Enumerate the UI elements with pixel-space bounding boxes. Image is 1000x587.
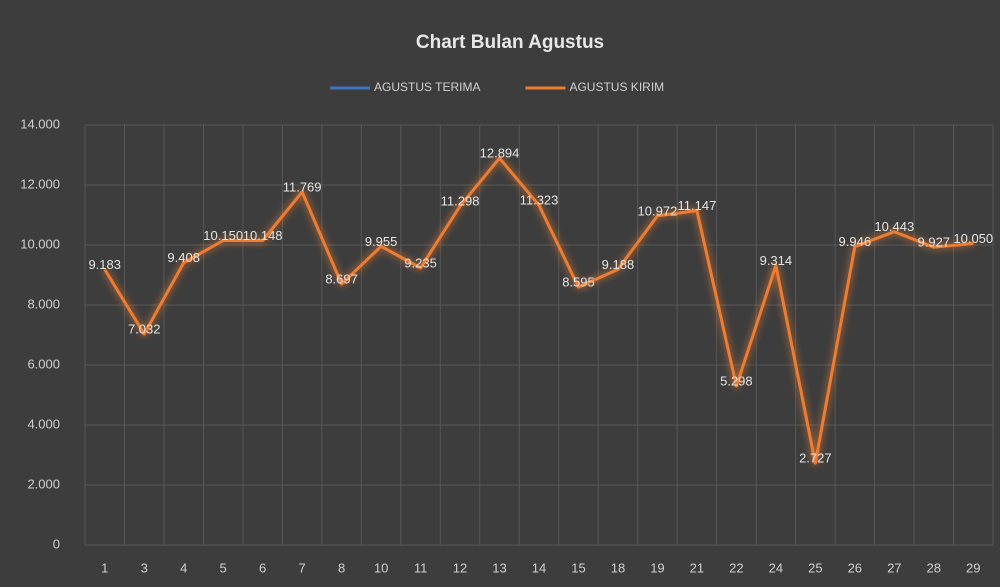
data-label: 12.894 bbox=[480, 146, 520, 161]
y-tick-label: 12.000 bbox=[20, 176, 60, 191]
data-label: 9.955 bbox=[365, 234, 398, 249]
data-label: 9.314 bbox=[760, 253, 793, 268]
y-tick-label: 0 bbox=[53, 536, 60, 551]
data-label: 10.972 bbox=[638, 203, 678, 218]
x-tick-label: 15 bbox=[571, 560, 585, 575]
y-tick-label: 10.000 bbox=[20, 236, 60, 251]
x-tick-label: 24 bbox=[769, 560, 783, 575]
x-tick-label: 27 bbox=[887, 560, 901, 575]
legend-label: AGUSTUS TERIMA bbox=[374, 80, 480, 94]
x-tick-label: 8 bbox=[338, 560, 345, 575]
data-label: 9.408 bbox=[167, 250, 200, 265]
x-tick-label: 14 bbox=[532, 560, 546, 575]
data-label: 11.323 bbox=[520, 193, 559, 208]
data-label: 9.235 bbox=[404, 255, 437, 270]
y-tick-label: 4.000 bbox=[27, 416, 60, 431]
data-label: 11.147 bbox=[678, 198, 717, 213]
data-label: 8.595 bbox=[562, 275, 595, 290]
y-tick-label: 6.000 bbox=[27, 356, 60, 371]
data-label: 9.927 bbox=[918, 235, 951, 250]
x-tick-label: 10 bbox=[374, 560, 388, 575]
y-tick-label: 14.000 bbox=[20, 116, 60, 131]
data-label: 10.050 bbox=[953, 231, 993, 246]
data-label: 10.443 bbox=[874, 219, 914, 234]
x-tick-label: 7 bbox=[299, 560, 306, 575]
x-tick-label: 29 bbox=[966, 560, 980, 575]
series-line bbox=[103, 156, 974, 465]
x-tick-label: 26 bbox=[848, 560, 862, 575]
x-tick-label: 21 bbox=[690, 560, 704, 575]
data-label: 5.298 bbox=[720, 373, 753, 388]
x-tick-label: 3 bbox=[141, 560, 148, 575]
data-label: 11.298 bbox=[441, 193, 480, 208]
x-tick-label: 5 bbox=[220, 560, 227, 575]
x-tick-label: 19 bbox=[650, 560, 664, 575]
data-label: 8.697 bbox=[325, 272, 358, 287]
data-label: 2.727 bbox=[799, 451, 832, 466]
data-label: 9.188 bbox=[602, 257, 635, 272]
data-label: 10.150 bbox=[203, 228, 243, 243]
x-tick-label: 11 bbox=[414, 560, 428, 575]
x-tick-label: 12 bbox=[453, 560, 467, 575]
x-tick-label: 6 bbox=[259, 560, 266, 575]
data-label: 7.032 bbox=[128, 321, 161, 336]
x-tick-label: 18 bbox=[611, 560, 625, 575]
data-label: 9.183 bbox=[88, 257, 121, 272]
x-tick-label: 25 bbox=[808, 560, 822, 575]
data-label: 11.769 bbox=[283, 179, 322, 194]
chart-title: Chart Bulan Agustus bbox=[416, 32, 604, 53]
x-tick-label: 4 bbox=[180, 560, 187, 575]
x-tick-label: 13 bbox=[492, 560, 506, 575]
x-tick-label: 22 bbox=[729, 560, 743, 575]
legend-label: AGUSTUS KIRIM bbox=[569, 80, 664, 94]
y-tick-label: 8.000 bbox=[27, 296, 60, 311]
y-tick-label: 2.000 bbox=[27, 476, 60, 491]
data-label: 10.148 bbox=[243, 228, 283, 243]
x-tick-label: 1 bbox=[101, 560, 108, 575]
x-tick-label: 28 bbox=[927, 560, 941, 575]
data-label: 9.946 bbox=[839, 234, 872, 249]
